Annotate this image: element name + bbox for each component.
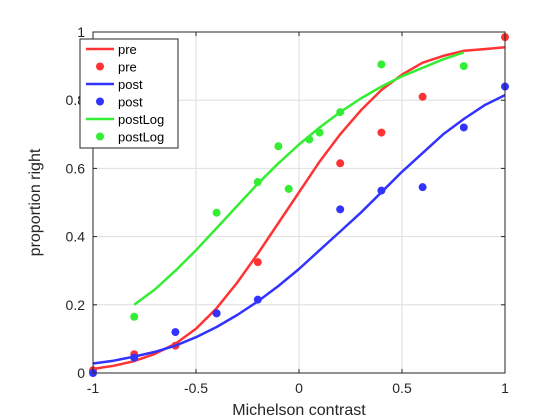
data-point-postLog <box>459 62 468 71</box>
y-tick-label: 0 <box>77 365 85 381</box>
series-line-postLog <box>133 51 465 306</box>
y-tick-label: 1 <box>77 24 85 40</box>
y-axis-label: proportion right <box>27 148 44 256</box>
data-point-post <box>130 353 139 362</box>
legend-marker-post <box>96 97 104 106</box>
data-point-pre <box>418 92 427 101</box>
data-point-post <box>459 123 468 132</box>
y-tick-label: 0.4 <box>66 229 86 245</box>
data-point-postLog <box>253 178 262 187</box>
y-tick-label: 0.6 <box>66 160 86 176</box>
legend-marker-pre <box>96 62 104 71</box>
data-point-postLog <box>274 142 283 151</box>
legend-box <box>79 38 179 149</box>
legend: pre pre post post postLog postLog <box>79 38 179 149</box>
data-point-post <box>171 328 180 337</box>
legend-label: postLog <box>118 130 164 145</box>
y-tick-label: 0.2 <box>66 297 86 313</box>
series-line-post <box>92 93 506 365</box>
legend-label: pre <box>118 42 137 57</box>
x-tick-label: 0.5 <box>392 380 412 396</box>
legend-label: pre <box>118 60 137 75</box>
series-layer <box>89 33 509 377</box>
x-tick-label: 0 <box>295 380 303 396</box>
data-point-postLog <box>130 312 139 321</box>
data-point-pre <box>336 159 345 168</box>
data-point-post <box>253 295 262 304</box>
ticks: -1 -0.5 0 0.5 100.20.40.60.81 <box>66 24 510 396</box>
x-tick-label: 1 <box>501 380 509 396</box>
data-point-post <box>418 183 427 192</box>
legend-marker-postLog <box>96 132 104 141</box>
data-point-post <box>212 309 221 318</box>
data-point-postLog <box>336 108 345 117</box>
data-point-postLog <box>212 208 221 217</box>
data-point-pre <box>377 128 386 137</box>
legend-label: post <box>118 77 143 92</box>
data-point-postLog <box>315 128 324 137</box>
legend-label: postLog <box>118 112 164 127</box>
data-point-pre <box>253 258 262 267</box>
data-point-post <box>377 186 386 195</box>
data-point-post <box>336 205 345 214</box>
data-point-postLog <box>305 135 314 144</box>
x-axis-label: Michelson contrast <box>232 402 366 419</box>
data-point-postLog <box>377 60 386 69</box>
legend-label: post <box>118 95 143 110</box>
x-tick-label: -1 <box>87 380 100 396</box>
x-tick-label: -0.5 <box>184 380 208 396</box>
data-point-postLog <box>284 184 293 193</box>
